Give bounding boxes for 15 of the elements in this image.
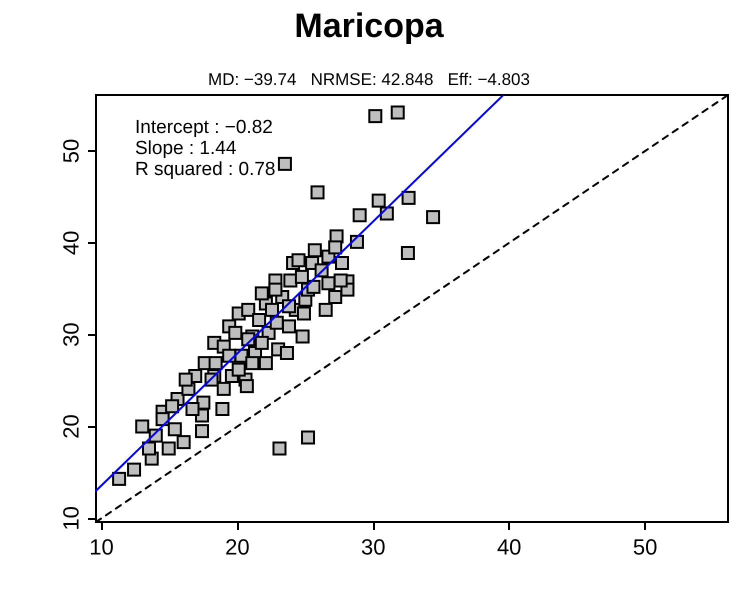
annotation: Slope : 1.44 [135, 138, 237, 159]
x-tick-label: 40 [496, 534, 522, 560]
x-tick-label: 20 [225, 534, 250, 560]
x-tick-label: 50 [632, 534, 658, 560]
y-tick-label: 30 [58, 322, 84, 347]
y-tick-label: 40 [58, 230, 84, 256]
annotation: R squared : 0.78 [135, 159, 276, 180]
y-tick-label: 10 [58, 506, 84, 531]
annotation: Intercept : −0.82 [135, 117, 273, 138]
x-tick-label: 10 [89, 534, 114, 560]
x-tick-label: 30 [361, 534, 386, 560]
y-tick-label: 20 [58, 414, 84, 439]
y-tick-label: 50 [58, 138, 84, 164]
chart-title: Maricopa [294, 7, 445, 45]
chart-subtitle: MD: −39.74 NRMSE: 42.848 Eff: −4.803 [208, 70, 530, 89]
